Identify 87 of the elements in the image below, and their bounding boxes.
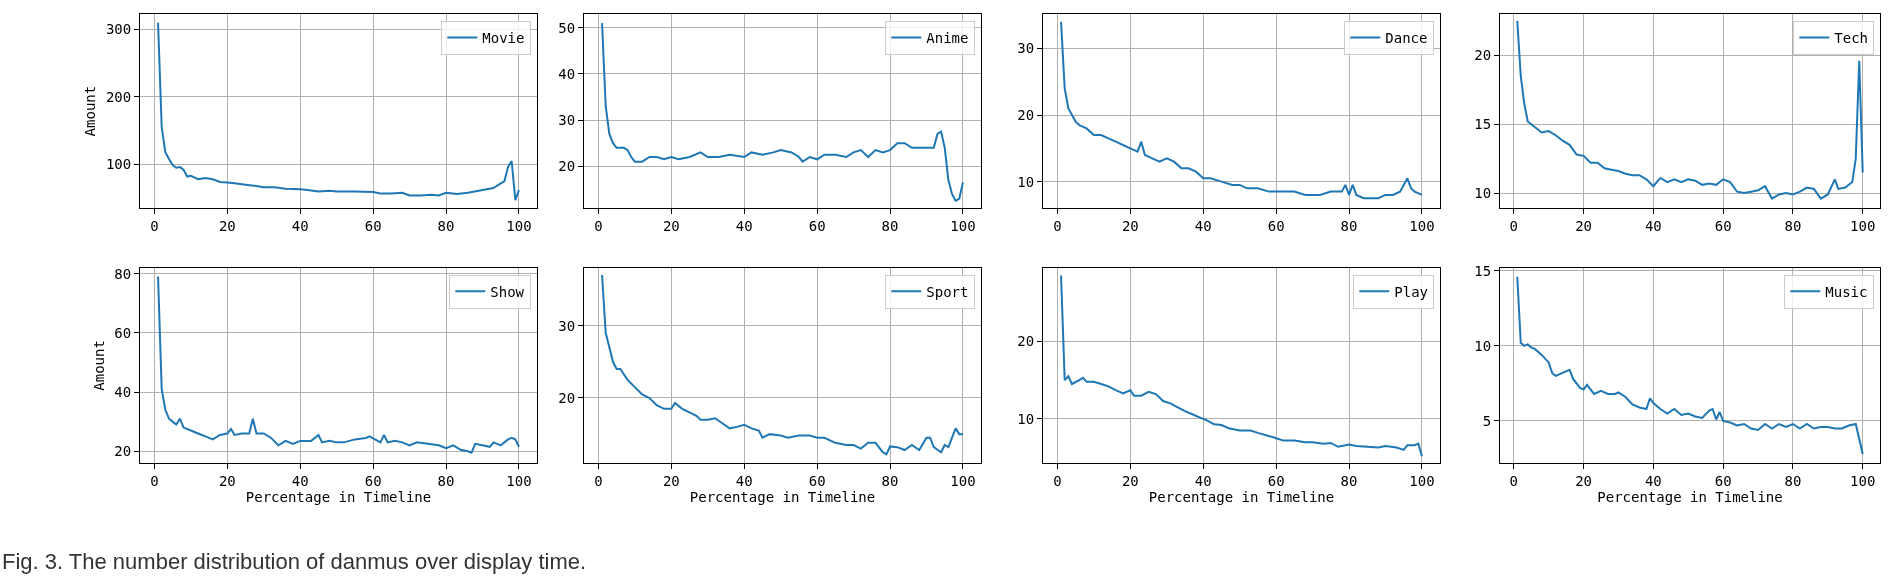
y-tick-label: 80 xyxy=(114,265,132,282)
y-tick-label: 30 xyxy=(558,317,576,334)
x-tick-label: 40 xyxy=(291,218,309,235)
y-tick-label: 30 xyxy=(1017,40,1035,57)
x-tick-label: 60 xyxy=(364,472,382,489)
x-tick-label: 100 xyxy=(506,218,532,235)
x-tick-label: 20 xyxy=(1121,218,1139,235)
x-tick-label: 100 xyxy=(1409,218,1435,235)
x-tick-label: 20 xyxy=(218,472,236,489)
x-tick-label: 80 xyxy=(881,218,899,235)
y-tick-label: 100 xyxy=(105,156,132,173)
y-tick-label: 20 xyxy=(1474,47,1492,64)
y-tick-label: 300 xyxy=(105,21,132,38)
x-tick-label: 80 xyxy=(437,472,455,489)
x-tick-label: 0 xyxy=(150,472,159,489)
x-axis-title: Percentage in Timeline xyxy=(1148,489,1335,506)
y-tick-label: 20 xyxy=(558,158,576,175)
x-tick-label: 60 xyxy=(1267,472,1285,489)
legend-label: Anime xyxy=(926,29,969,46)
x-tick-label: 100 xyxy=(1409,472,1435,489)
y-tick-label: 30 xyxy=(558,111,576,128)
y-tick-label: 20 xyxy=(1017,106,1035,123)
x-tick-label: 100 xyxy=(1850,472,1876,489)
caption: Fig. 3. The number distribution of danmus over display time. xyxy=(2,549,587,574)
x-tick-label: 80 xyxy=(1784,472,1802,489)
y-tick-label: 200 xyxy=(105,88,132,105)
y-tick-label: 5 xyxy=(1482,412,1492,429)
y-tick-label: 10 xyxy=(1017,410,1035,427)
legend-label: Movie xyxy=(482,29,525,46)
x-tick-label: 60 xyxy=(808,472,826,489)
x-tick-label: 0 xyxy=(1509,472,1518,489)
x-tick-label: 20 xyxy=(1121,472,1139,489)
x-tick-label: 100 xyxy=(950,472,976,489)
x-tick-label: 60 xyxy=(808,218,826,235)
x-tick-label: 20 xyxy=(1575,472,1592,489)
x-tick-label: 20 xyxy=(662,472,680,489)
y-tick-label: 20 xyxy=(1017,333,1035,350)
x-tick-label: 80 xyxy=(1340,218,1358,235)
legend-label: Sport xyxy=(926,283,969,300)
y-tick-label: 40 xyxy=(114,383,132,400)
legend-label: Dance xyxy=(1385,29,1428,46)
x-tick-label: 60 xyxy=(364,218,382,235)
x-tick-label: 80 xyxy=(437,218,455,235)
x-tick-label: 100 xyxy=(950,218,976,235)
x-tick-label: 0 xyxy=(594,218,603,235)
x-tick-label: 40 xyxy=(1194,218,1212,235)
x-tick-label: 0 xyxy=(1053,472,1062,489)
x-tick-label: 40 xyxy=(735,218,753,235)
y-tick-label: 40 xyxy=(558,65,576,82)
y-tick-label: 50 xyxy=(558,19,576,36)
legend-label: Tech xyxy=(1834,29,1869,46)
x-tick-label: 0 xyxy=(594,472,603,489)
x-axis-title: Percentage in Timeline xyxy=(689,489,876,506)
y-tick-label: 15 xyxy=(1474,262,1492,279)
y-tick-label: 20 xyxy=(558,389,576,406)
x-tick-label: 80 xyxy=(1340,472,1358,489)
x-tick-label: 0 xyxy=(1509,218,1518,235)
legend-label: Play xyxy=(1394,283,1429,300)
x-tick-label: 100 xyxy=(1850,218,1876,235)
x-tick-label: 40 xyxy=(1644,472,1662,489)
x-axis-title: Percentage in Timeline xyxy=(245,489,432,506)
x-tick-label: 20 xyxy=(662,218,680,235)
y-tick-label: 15 xyxy=(1474,116,1492,133)
y-axis-title: Amount xyxy=(90,340,107,391)
y-axis-title: Amount xyxy=(82,85,99,137)
x-tick-label: 80 xyxy=(1784,218,1802,235)
y-tick-label: 10 xyxy=(1017,173,1035,190)
legend-label: Music xyxy=(1825,283,1868,300)
y-tick-label: 10 xyxy=(1474,337,1492,354)
x-tick-label: 80 xyxy=(881,472,899,489)
x-tick-label: 0 xyxy=(1053,218,1062,235)
y-tick-label: 20 xyxy=(114,443,132,460)
x-tick-label: 20 xyxy=(218,218,236,235)
x-tick-label: 40 xyxy=(735,472,753,489)
x-tick-label: 60 xyxy=(1714,472,1732,489)
x-tick-label: 60 xyxy=(1267,218,1285,235)
x-tick-label: 40 xyxy=(1194,472,1212,489)
x-tick-label: 40 xyxy=(1644,218,1662,235)
x-tick-label: 40 xyxy=(291,472,309,489)
x-tick-label: 0 xyxy=(150,218,159,235)
y-tick-label: 60 xyxy=(114,324,132,341)
x-tick-label: 20 xyxy=(1575,218,1592,235)
legend-label: Show xyxy=(490,283,525,300)
y-tick-label: 10 xyxy=(1474,184,1492,201)
x-axis-title: Percentage in Timeline xyxy=(1597,489,1783,506)
x-tick-label: 60 xyxy=(1714,218,1732,235)
x-tick-label: 100 xyxy=(506,472,532,489)
